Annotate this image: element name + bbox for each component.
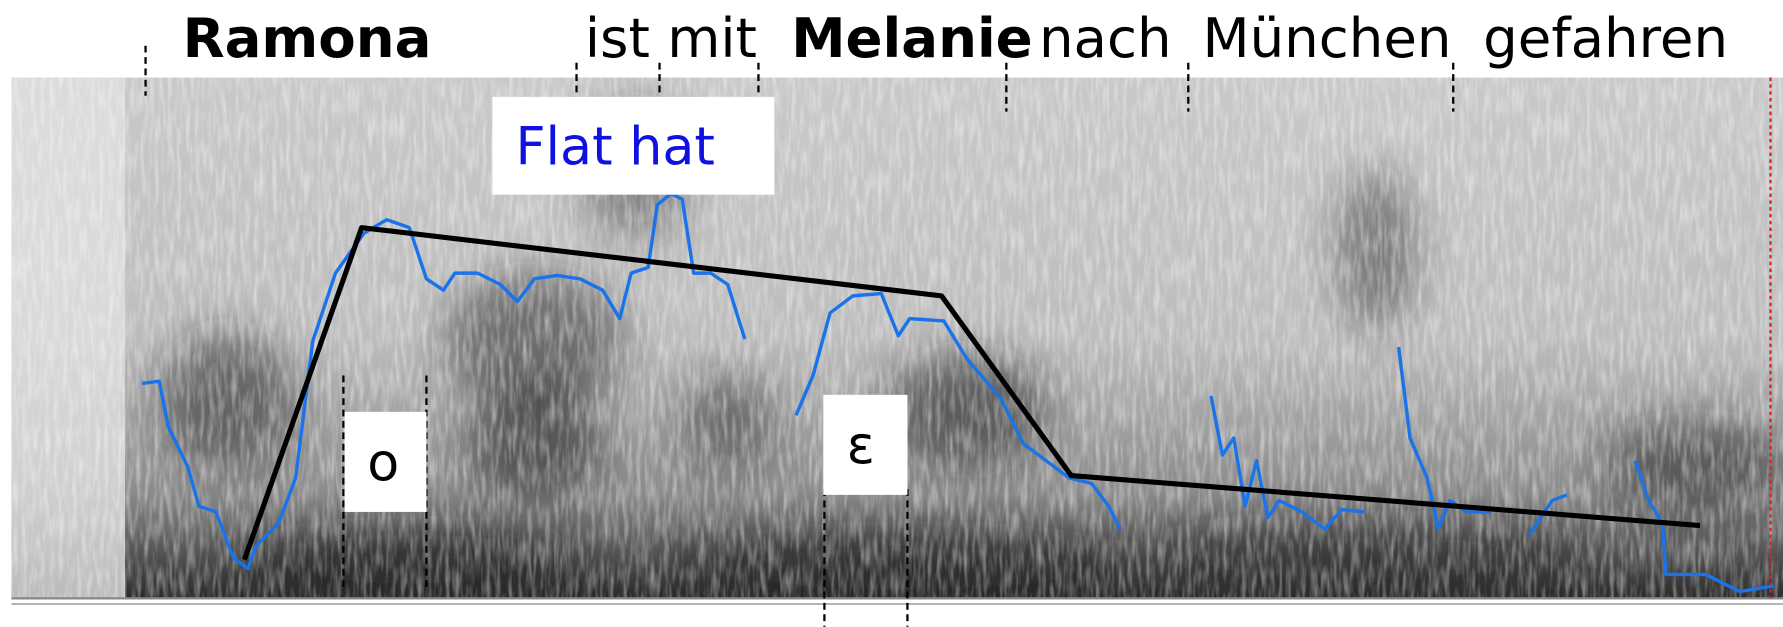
- annotation: Flat hat: [515, 116, 714, 177]
- word: Ramona: [183, 6, 432, 70]
- word: Melanie: [791, 6, 1032, 70]
- word: ist mit: [585, 6, 757, 70]
- words: Ramona ist mit Melanie nach München gefa…: [183, 6, 1728, 70]
- segment-label: o: [367, 432, 399, 493]
- spectrogram-figure: Flat hat o ε Ramona ist mit Melanie nach…: [0, 0, 1783, 627]
- word: München: [1202, 6, 1451, 70]
- word: nach: [1039, 6, 1172, 70]
- word: gefahren: [1483, 6, 1728, 70]
- segment-label: ε: [847, 415, 875, 476]
